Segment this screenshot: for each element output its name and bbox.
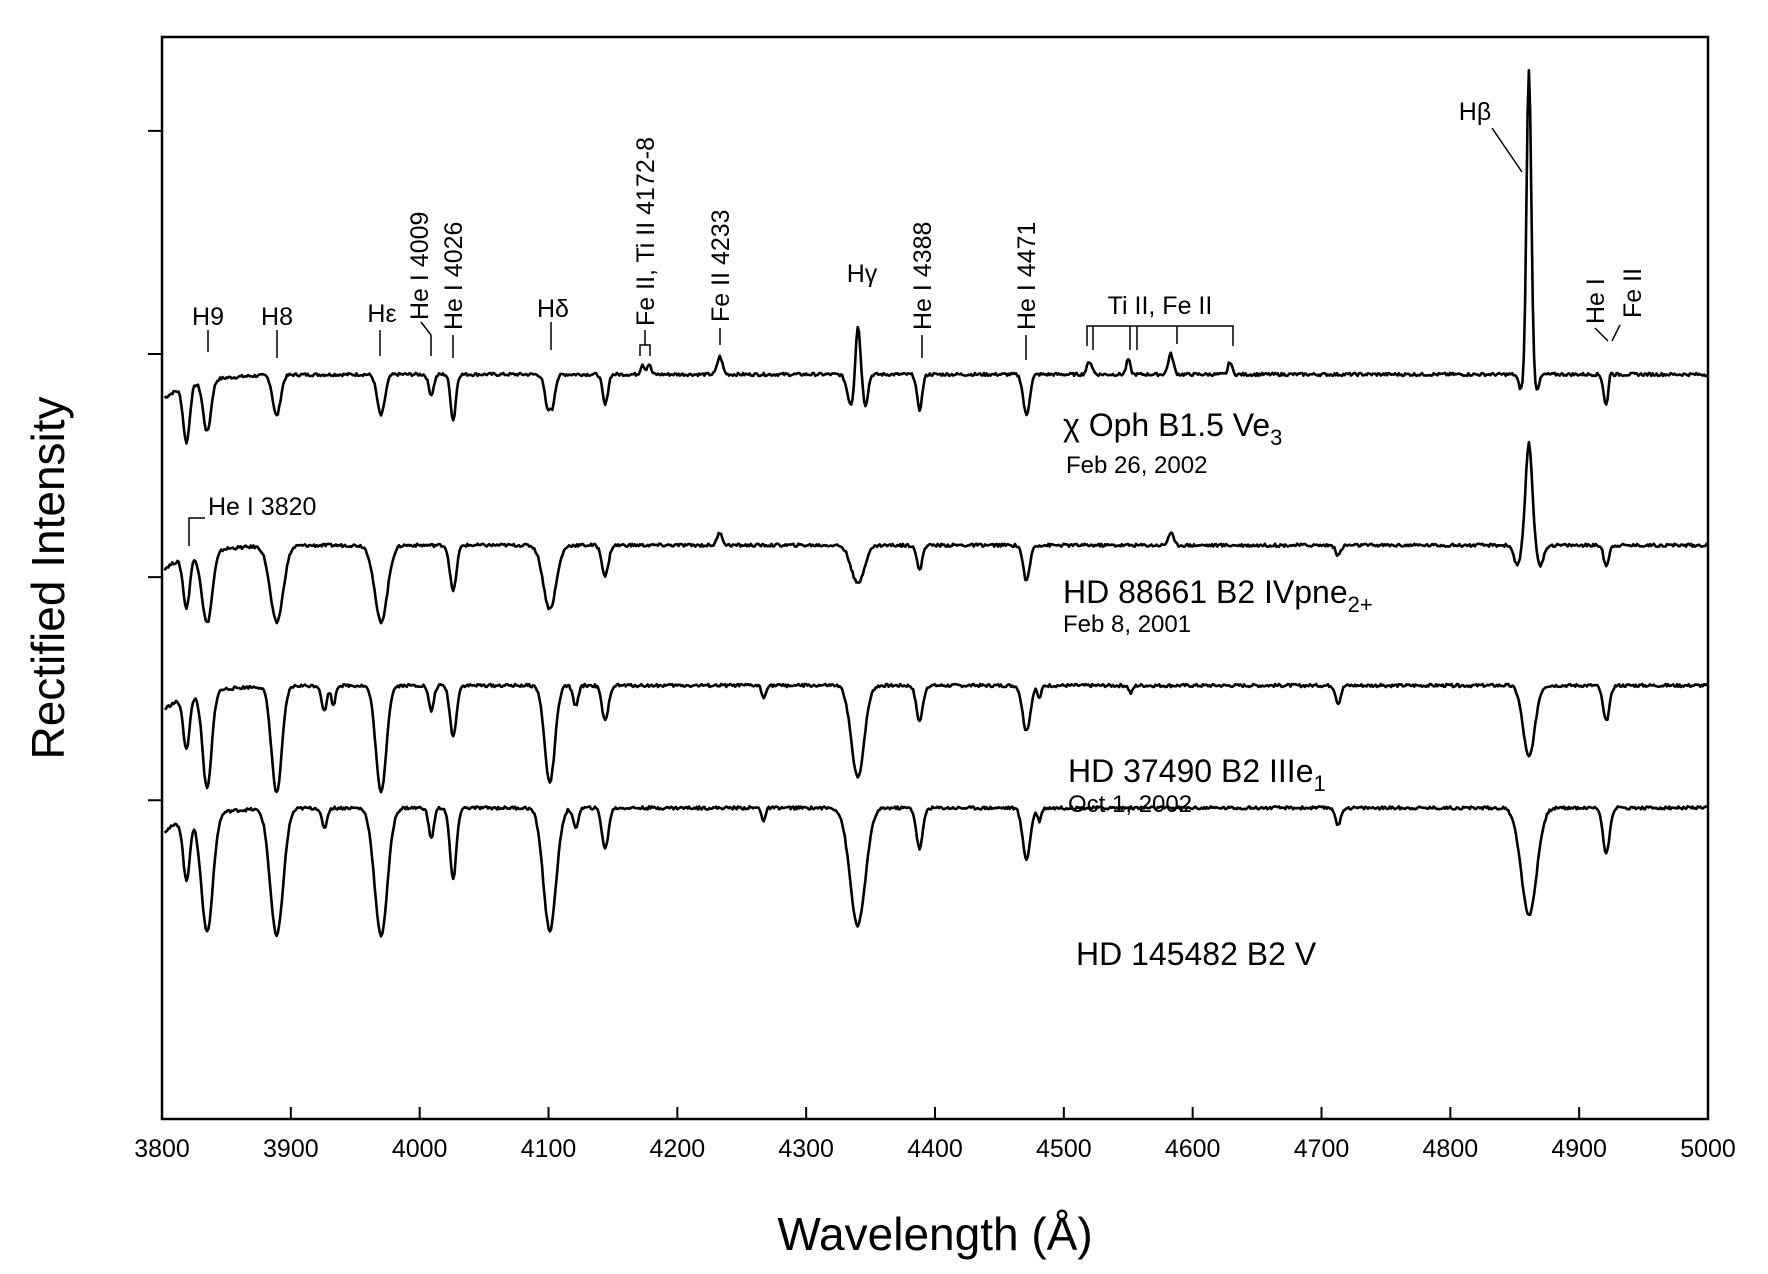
label-hei4471: He I 4471 [1013,222,1041,330]
annotation-bracket-feti [639,344,651,356]
annotation-tick-hei-right [1594,327,1609,342]
annotation-tick-hei4009 [420,321,432,356]
star-name-hd37490: HD 37490 B2 IIIe1 [1068,753,1326,796]
label-feti: Fe II, Ti II 4172-8 [632,137,660,326]
y-axis [148,129,162,802]
x-tick-label: 3800 [134,1135,190,1163]
label-hei3820: He I 3820 [208,493,316,521]
x-tick-label: 4600 [1165,1135,1221,1163]
x-tick-label: 4000 [392,1135,448,1163]
label-heps: Hε [367,300,396,328]
x-axis-title: Wavelength (Å) [777,1208,1092,1260]
star-date-hd88661: Feb 8, 2001 [1063,611,1191,638]
label-feii-right: Fe II [1619,268,1647,318]
x-tick-label: 5000 [1680,1135,1736,1163]
label-hei4026: He I 4026 [440,222,468,330]
label-h8: H8 [261,303,293,331]
x-tick-label: 4200 [650,1135,706,1163]
label-h9: H9 [192,303,224,331]
x-tick-label: 3900 [263,1135,319,1163]
star-date-chioph: Feb 26, 2002 [1066,452,1207,479]
spectrum-line [163,68,1709,445]
annotation-labels: H9 H8 Hε He I 4009 He I 4026 Hδ Fe II, T… [192,98,1647,521]
label-hei4009: He I 4009 [406,212,434,320]
annotation-tick-hei3820 [188,517,205,546]
annotation-tick-feii-right [1611,324,1621,342]
x-axis: 3800 3900 4000 4100 4200 4300 4400 4500 4600 4700… [134,1107,1736,1163]
label-hdelta: Hδ [537,295,569,323]
annotation-tick-hbeta [1491,127,1523,173]
x-tick-label: 4900 [1551,1135,1607,1163]
star-name-hd88661: HD 88661 B2 IVpne2+ [1063,574,1373,617]
y-axis-title: Rectified Intensity [22,396,74,759]
label-tife: Ti II, Fe II [1108,292,1213,320]
x-tick-label: 4700 [1294,1135,1350,1163]
label-hbeta: Hβ [1459,98,1491,126]
star-name-hd145482: HD 145482 B2 V [1076,936,1317,972]
x-tick-label: 4800 [1423,1135,1479,1163]
label-hei4388: He I 4388 [909,222,937,330]
label-feii4233: Fe II 4233 [707,209,735,322]
spectrum-line [163,440,1709,625]
annotation-bracket-tife [1086,325,1234,346]
label-hgamma: Hγ [847,260,878,288]
spectrum-line [164,682,1709,794]
x-tick-label: 4500 [1036,1135,1092,1163]
spectrum-line [163,805,1709,938]
star-labels: χ Oph B1.5 Ve3 Feb 26, 2002 HD 88661 B2 … [1063,407,1373,972]
star-date-hd37490: Oct 1, 2002 [1068,791,1192,818]
line-annotations [188,127,1621,546]
series-group [163,68,1709,938]
x-tick-label: 4400 [907,1135,963,1163]
x-tick-label: 4100 [521,1135,577,1163]
plot-frame [160,35,1710,1121]
x-tick-label: 4300 [778,1135,834,1163]
label-hei-right: He I [1582,278,1610,324]
star-name-chioph: χ Oph B1.5 Ve3 [1063,407,1282,450]
